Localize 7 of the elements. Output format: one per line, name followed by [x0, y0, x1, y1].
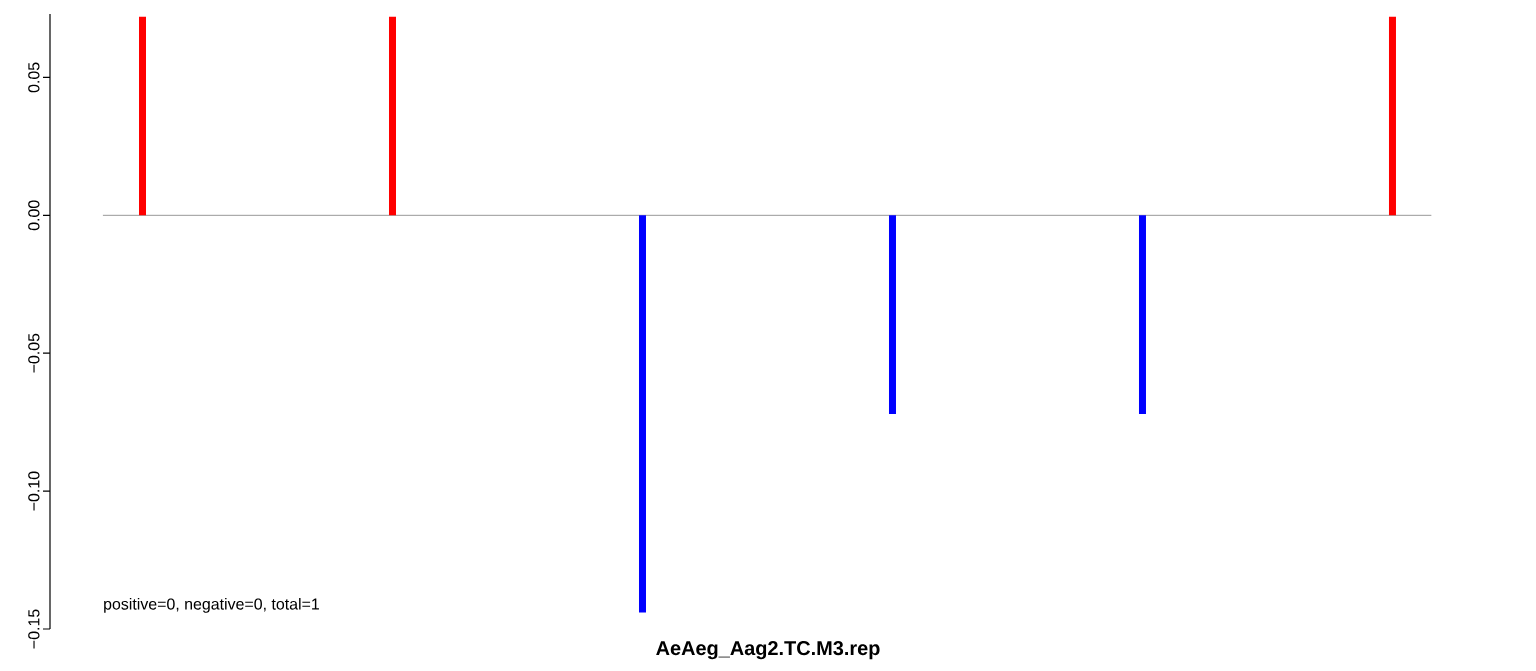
y-tick-label: 0.00: [28, 200, 40, 231]
y-tick-label: −0.10: [28, 471, 40, 511]
annotation: positive=0, negative=0, total=1: [104, 597, 319, 613]
x-axis-title: AeAeg_Aag2.TC.M3.rep: [656, 641, 880, 660]
y-tick-label: −0.05: [28, 333, 40, 373]
y-tick-label: 0.05: [28, 62, 40, 93]
y-tick-label: −0.15: [28, 609, 40, 649]
